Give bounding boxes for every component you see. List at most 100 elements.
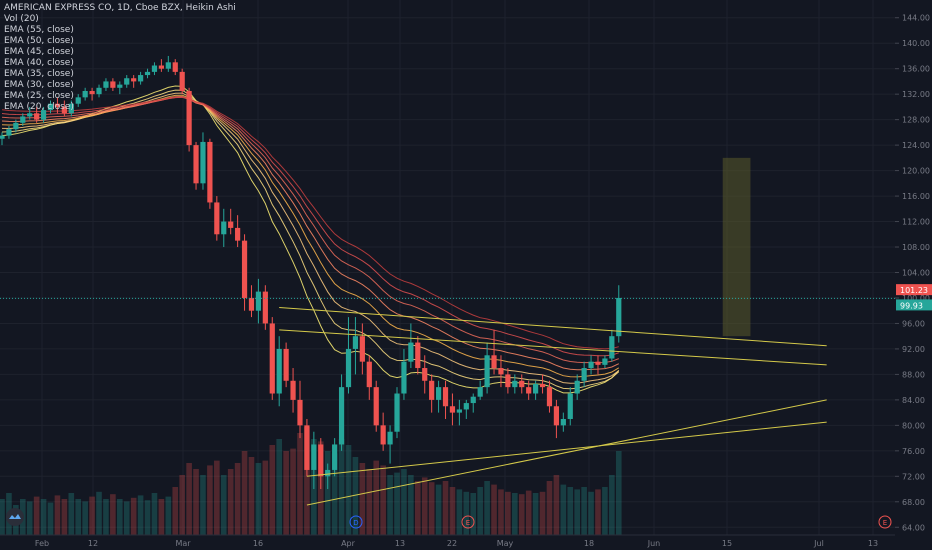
candle [124,75,130,88]
volume-bar [359,463,366,535]
volume-bar [0,499,5,535]
time-tick: 12 [88,539,98,548]
volume-bar [428,482,435,535]
candle [338,374,345,451]
candle [255,278,262,324]
volume-bar [470,493,477,535]
candle [394,387,400,439]
candle [290,368,296,413]
volume-bar [283,451,289,535]
candle [6,126,12,139]
volume-bar [401,469,407,535]
crosshair-price-badge [896,299,932,311]
candle [138,71,144,85]
volume-bar [421,477,428,535]
trendline[interactable] [279,307,827,347]
candle [539,374,546,394]
candle [262,285,268,330]
volume-bar [352,457,359,535]
volume-bar [186,463,192,535]
candle [491,329,497,375]
last-price-badge [896,284,932,296]
candle [172,59,178,76]
volume-bar [546,481,553,535]
candle [269,317,275,400]
volume-bar [581,487,587,535]
candle [96,84,102,98]
candle [602,355,608,369]
price-axis[interactable]: 144.00 140.00 136.00 132.00 128.00 124.00 120.… [895,0,932,550]
trendlines[interactable] [279,307,827,506]
volume-bar [269,445,276,535]
volume-bar [33,496,40,535]
volume-bar [394,472,400,535]
candle [567,387,573,426]
volume-bar [234,463,241,535]
volume-bar [227,469,234,535]
ema-line-35 [1,94,620,378]
trendline[interactable] [279,329,827,366]
volume-bar [595,489,601,535]
candle [380,412,386,451]
candle [241,234,248,311]
volume-bar [179,475,185,535]
ema-line-45 [1,96,619,364]
candle [560,412,566,432]
candle [456,399,462,426]
price-tick: 72.00 [902,472,925,481]
candle [318,438,324,490]
candle [526,380,532,400]
candle [609,329,615,362]
candle [89,87,95,101]
trendline[interactable] [306,399,827,506]
volume-bar [248,457,255,535]
candle [34,106,40,123]
candle [616,285,622,343]
time-tick: 13 [868,539,878,548]
tradingview-logo[interactable] [6,508,24,526]
target-box-rect[interactable] [722,157,751,337]
volume-bar [241,451,248,535]
ema-line-20 [1,85,620,394]
dividend-marker[interactable] [349,515,363,529]
earnings-marker-future-label: E [883,519,887,527]
volume-bar [297,433,303,535]
candle [477,380,483,400]
volume-bar [214,460,220,535]
price-tick: 116.00 [902,192,930,201]
candle [68,100,74,117]
price-tick: 132.00 [902,90,930,99]
time-axis[interactable]: Feb 12 Mar 16 Apr 13 22 May 18 Jun 15 Jul 13 [0,534,895,548]
crosshair-price-label: 99.93 [900,301,923,310]
candle [27,106,33,120]
candle [110,78,116,91]
volume-bar [609,475,615,535]
candle [248,285,255,318]
candle [151,62,158,76]
price-tick: 124.00 [902,141,930,150]
volume-bar [82,501,88,535]
time-tick: 22 [447,539,457,548]
time-tick: Mar [175,539,191,548]
trendline[interactable] [306,421,827,477]
price-tick: 100.00 [902,294,930,303]
volume-bar [380,465,386,535]
candle [352,317,359,375]
volume-bar [373,460,380,535]
candle [304,418,310,477]
earnings-marker-future[interactable] [878,515,892,529]
volume-bar [408,475,414,535]
price-tick: 104.00 [902,269,930,278]
candle [186,87,192,152]
price-tick: 140.00 [902,39,930,48]
volume-bar [304,427,310,535]
time-tick: Jul [813,539,824,548]
volume-bar [435,484,442,535]
earnings-marker[interactable] [461,515,475,529]
volume-bar [324,451,331,535]
last-price-label: 101.23 [900,286,928,295]
event-markers[interactable]: D E E [349,515,892,529]
candle [207,138,213,209]
candle [533,380,539,400]
